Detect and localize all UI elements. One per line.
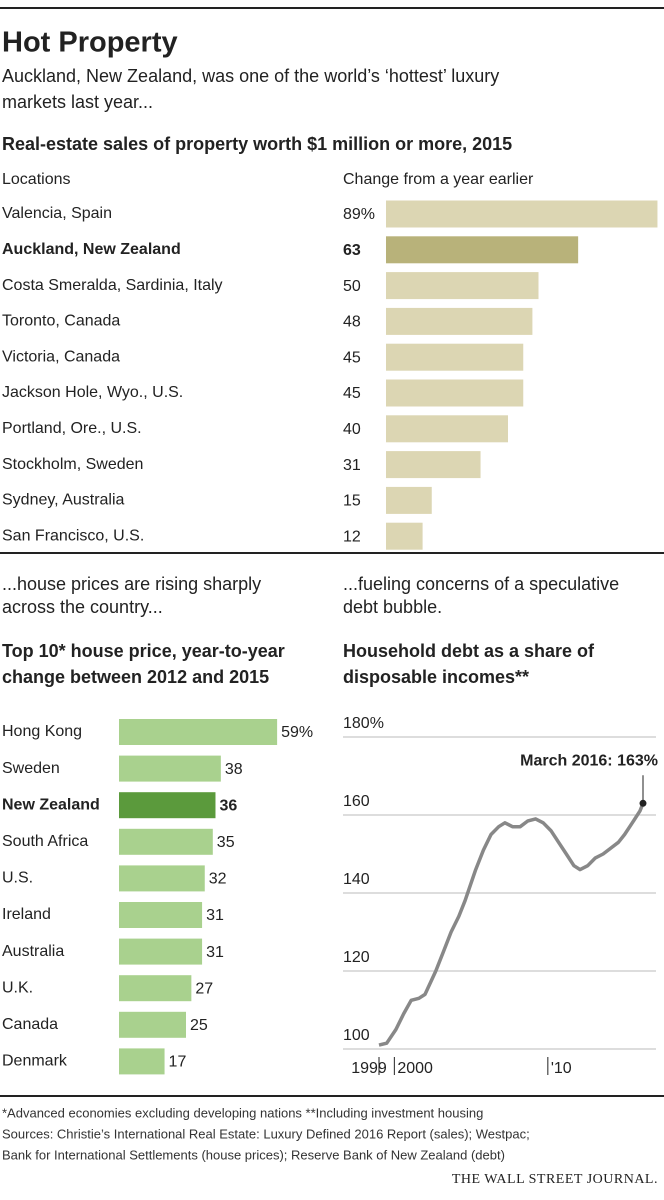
annotation: March 2016: 163% <box>520 753 658 770</box>
value-label: 25 <box>190 1017 208 1034</box>
bar <box>119 1011 186 1038</box>
chart-title: disposable incomes** <box>343 667 529 687</box>
chart-subtitle: across the country... <box>2 597 163 617</box>
source: Bank for International Settlements (hous… <box>2 1147 505 1162</box>
chart-title: Real-estate sales of property worth $1 m… <box>2 134 512 154</box>
category-label: U.S. <box>2 870 33 887</box>
value-label: 31 <box>343 457 361 474</box>
bar <box>386 343 524 371</box>
chart-subtitle: debt bubble. <box>343 597 442 617</box>
end-point <box>639 799 647 807</box>
x-tick-label: 2000 <box>397 1060 433 1077</box>
source: Sources: Christie’s International Real E… <box>2 1126 530 1141</box>
bar <box>386 200 658 228</box>
value-label: 31 <box>206 944 224 961</box>
bar <box>119 828 213 855</box>
bar <box>119 902 203 928</box>
category-label: Australia <box>2 943 64 960</box>
category-label: San Francisco, U.S. <box>2 527 144 544</box>
value-label: 38 <box>225 761 243 778</box>
y-tick-label: 140 <box>343 871 370 888</box>
chart-title: Top 10* house price, year-to-year <box>2 641 285 661</box>
bar <box>386 236 579 264</box>
column-header: Locations <box>2 171 71 188</box>
bar <box>386 486 432 514</box>
chart-title: change between 2012 and 2015 <box>2 667 269 687</box>
value-label: 27 <box>195 980 213 997</box>
bar <box>119 719 278 745</box>
bar <box>119 865 205 892</box>
value-label: 48 <box>343 314 361 331</box>
title: Hot Property <box>2 27 178 59</box>
value-label: 45 <box>343 349 361 366</box>
value-label: 45 <box>343 385 361 402</box>
column-header: Change from a year earlier <box>343 171 534 188</box>
chart-title: Household debt as a share of <box>343 641 595 661</box>
value-label: 17 <box>169 1054 187 1071</box>
y-tick-label: 160 <box>343 793 370 810</box>
x-tick-label: 1999 <box>351 1060 387 1077</box>
bar <box>119 938 203 965</box>
footnote: *Advanced economies excluding developing… <box>2 1105 483 1120</box>
category-label: Costa Smeralda, Sardinia, Italy <box>2 277 223 294</box>
category-label: Toronto, Canada <box>2 313 120 330</box>
category-label: Sydney, Australia <box>2 492 125 509</box>
bar <box>386 522 423 550</box>
category-label: Stockholm, Sweden <box>2 456 143 473</box>
credit: THE WALL STREET JOURNAL. <box>452 1172 658 1187</box>
y-tick-label: 120 <box>343 949 370 966</box>
value-label: 32 <box>209 871 227 888</box>
bar <box>119 975 192 1002</box>
value-label: 89% <box>343 206 375 223</box>
value-label: 12 <box>343 528 361 545</box>
bar <box>386 307 533 335</box>
subtitle: markets last year... <box>2 92 153 112</box>
value-label: 31 <box>206 907 224 924</box>
category-label: Portland, Ore., U.S. <box>2 420 142 437</box>
value-label: 36 <box>219 797 237 814</box>
category-label: Victoria, Canada <box>2 348 120 365</box>
bar <box>386 379 524 407</box>
chart-subtitle: ...fueling concerns of a speculative <box>343 574 619 594</box>
bar <box>386 415 508 443</box>
category-label: New Zealand <box>2 796 100 813</box>
category-label: Hong Kong <box>2 723 82 740</box>
category-label: Denmark <box>2 1053 68 1070</box>
category-label: Auckland, New Zealand <box>2 241 181 258</box>
subtitle: Auckland, New Zealand, was one of the wo… <box>2 66 499 86</box>
value-label: 40 <box>343 421 361 438</box>
y-tick-label: 100 <box>343 1027 370 1044</box>
bar <box>386 451 481 479</box>
category-label: Valencia, Spain <box>2 205 112 222</box>
category-label: U.K. <box>2 979 33 996</box>
bar <box>119 1048 165 1075</box>
bar <box>119 792 216 819</box>
y-tick-label: 180% <box>343 715 384 732</box>
bar <box>386 272 539 300</box>
bar <box>119 755 221 782</box>
category-label: Canada <box>2 1016 58 1033</box>
category-label: Jackson Hole, Wyo., U.S. <box>2 384 183 401</box>
value-label: 35 <box>217 834 235 851</box>
value-label: 59% <box>281 724 313 741</box>
category-label: Sweden <box>2 760 60 777</box>
chart-subtitle: ...house prices are rising sharply <box>2 574 261 594</box>
x-tick-label: '10 <box>551 1060 572 1077</box>
value-label: 50 <box>343 278 361 295</box>
debt-line <box>378 802 645 1047</box>
value-label: 63 <box>343 242 361 259</box>
category-label: South Africa <box>2 833 88 850</box>
value-label: 15 <box>343 493 361 510</box>
category-label: Ireland <box>2 906 51 923</box>
